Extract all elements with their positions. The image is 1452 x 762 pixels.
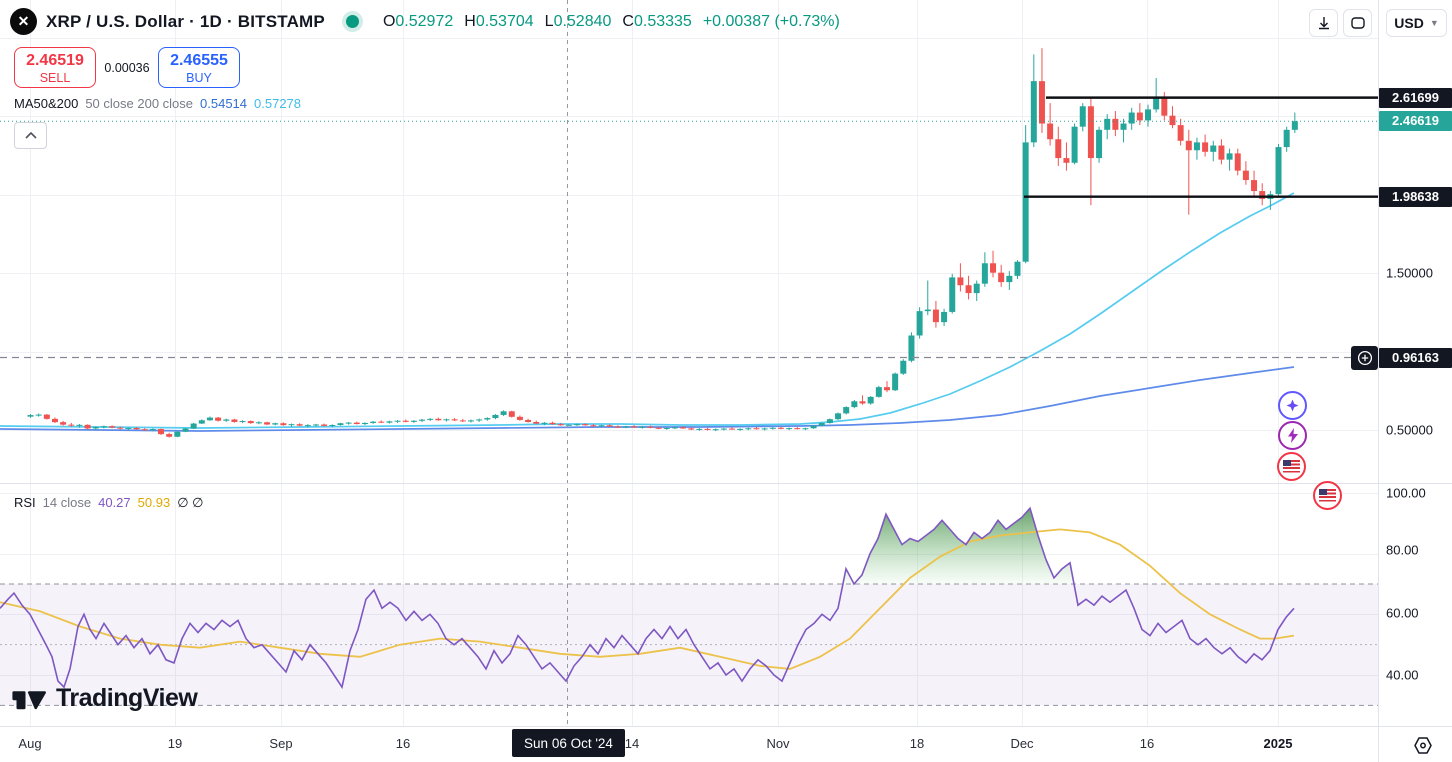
us-flag-image (1319, 489, 1336, 502)
time-axis-label: 14 (624, 736, 640, 751)
lightning-bolt-icon[interactable] (1278, 421, 1307, 450)
time-axis-label: Sep (269, 736, 293, 751)
add-alert-button[interactable] (1351, 346, 1378, 370)
crosshair-date-badge: Sun 06 Oct '24 (512, 729, 625, 757)
chevron-down-icon: ▼ (1429, 18, 1439, 28)
market-open-dot-icon[interactable] (345, 15, 359, 28)
sparkle-ai-icon[interactable] (1278, 391, 1307, 420)
tradingview-mark-icon (12, 690, 46, 709)
price-axis-label: 1.98638 (1379, 187, 1452, 207)
fullscreen-icon (1350, 17, 1365, 29)
symbol-title[interactable]: XRP / U.S. Dollar · 1D · BITSTAMP (46, 11, 325, 31)
ma200-value: 0.57278 (254, 96, 302, 111)
us-flag-image (1283, 460, 1300, 473)
time-axis-label: 16 (1139, 736, 1155, 751)
low-value: L0.52840 (544, 12, 612, 30)
time-axis-label: Aug (18, 736, 42, 751)
download-button[interactable] (1309, 9, 1338, 37)
xrp-logo-icon[interactable]: ✕ (10, 8, 37, 35)
sparkle-glyph-icon (1286, 399, 1299, 412)
price-axis-label: 60.00 (1386, 605, 1419, 621)
high-value: H0.53704 (464, 12, 534, 30)
ohlc-values: O0.52972 H0.53704 L0.52840 C0.53335 +0.0… (383, 13, 840, 31)
buy-label: BUY (186, 71, 212, 85)
xrp-logo-glyph: ✕ (17, 13, 30, 29)
price-axis-label: 1.50000 (1386, 265, 1433, 281)
price-axis-label: 0.50000 (1386, 422, 1433, 438)
change-value: +0.00387 (+0.73%) (702, 12, 840, 30)
ma-indicator-params: 50 close 200 close (85, 96, 194, 111)
buy-button[interactable]: 2.46555 BUY (158, 47, 240, 88)
rsi-indicator-legend[interactable]: RSI 14 close 40.27 50.93 ∅ ∅ (14, 495, 203, 511)
rsi-null-values: ∅ ∅ (177, 495, 204, 510)
price-axis-label: 100.00 (1386, 485, 1426, 501)
currency-dropdown[interactable]: USD ▼ (1386, 9, 1447, 37)
price-axis-label: 80.00 (1386, 542, 1419, 558)
fullscreen-button[interactable] (1343, 9, 1372, 37)
rsi-indicator-params: 14 close (42, 495, 92, 510)
timezone-settings-button[interactable] (1406, 732, 1440, 758)
hexagon-settings-icon (1414, 736, 1432, 754)
us-flag-event-icon[interactable] (1277, 452, 1306, 481)
chevron-up-icon (24, 132, 37, 139)
price-axis-label: 40.00 (1386, 667, 1419, 683)
us-flag-event-icon-2[interactable] (1313, 481, 1342, 510)
time-axis-label: 2025 (1263, 736, 1293, 751)
price-axis-label: 0.96163 (1379, 348, 1452, 368)
time-axis-label: Nov (766, 736, 790, 751)
download-arrow-icon (1318, 17, 1329, 30)
sell-label: SELL (39, 71, 71, 85)
buy-price: 2.46555 (170, 52, 228, 69)
order-panel: 2.46519 SELL 0.00036 2.46555 BUY (14, 47, 240, 88)
plus-circle-icon (1357, 350, 1372, 366)
ma-indicator-name: MA50&200 (14, 96, 79, 111)
ma50-value: 0.54514 (200, 96, 248, 111)
currency-label: USD (1394, 15, 1424, 31)
tradingview-logo-text: TradingView (56, 684, 198, 712)
open-value: O0.52972 (382, 12, 454, 30)
ma-indicator-legend[interactable]: MA50&200 50 close 200 close 0.54514 0.57… (14, 96, 301, 111)
rsi-indicator-name: RSI (14, 495, 36, 510)
time-axis-label: Dec (1010, 736, 1034, 751)
symbol-header: ✕ XRP / U.S. Dollar · 1D · BITSTAMP O0.5… (10, 8, 840, 35)
sell-price: 2.46519 (26, 52, 84, 69)
tradingview-logo[interactable]: TradingView (12, 684, 198, 713)
spread-value: 0.00036 (104, 60, 150, 75)
price-axis-label: 2.46619 (1379, 111, 1452, 131)
time-axis-label: 18 (909, 736, 925, 751)
collapse-panel-button[interactable] (14, 122, 47, 149)
price-axis-label: 2.61699 (1379, 88, 1452, 108)
rsi-ma-value: 50.93 (137, 495, 171, 510)
rsi-value: 40.27 (98, 495, 131, 510)
bolt-glyph-icon (1287, 428, 1298, 443)
time-axis-label: 19 (167, 736, 183, 751)
close-value: C0.53335 (622, 12, 692, 30)
sell-button[interactable]: 2.46519 SELL (14, 47, 96, 88)
time-axis-label: 16 (395, 736, 411, 751)
